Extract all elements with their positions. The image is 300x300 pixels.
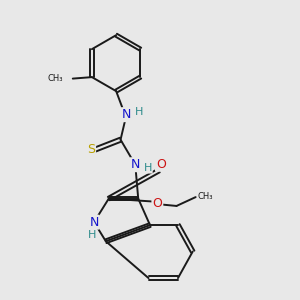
Text: H: H [143, 163, 152, 173]
Text: S: S [87, 143, 95, 157]
Text: N: N [89, 216, 99, 229]
Text: CH₃: CH₃ [48, 74, 63, 83]
Text: N: N [122, 108, 131, 121]
Text: H: H [135, 107, 143, 117]
Text: H: H [88, 230, 96, 239]
Text: N: N [130, 158, 140, 171]
Text: O: O [152, 197, 162, 210]
Text: CH₃: CH₃ [198, 192, 214, 201]
Text: O: O [156, 158, 166, 171]
